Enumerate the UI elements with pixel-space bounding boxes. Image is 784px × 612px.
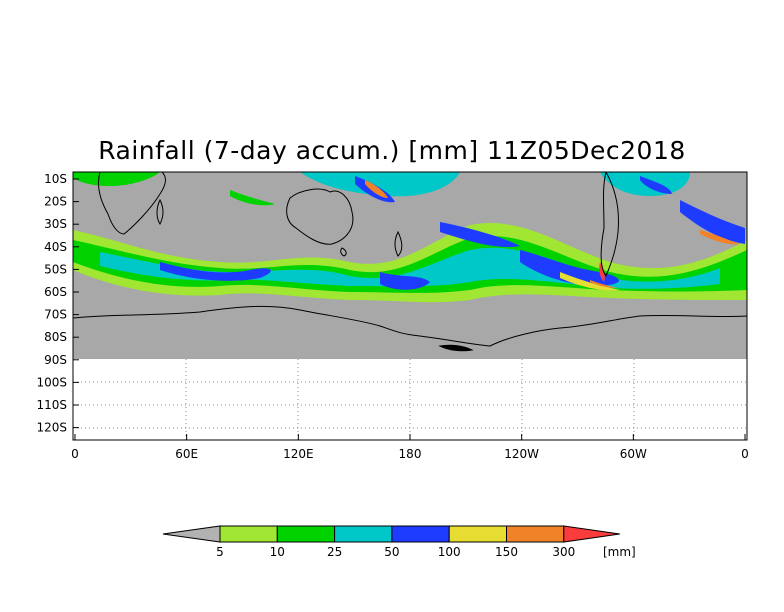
lat-label: 120S xyxy=(36,421,67,435)
lat-label: 10S xyxy=(44,172,67,186)
rainfall-shading xyxy=(73,172,747,303)
colorbar-level-label: 100 xyxy=(438,545,461,559)
colorbar-level-label: 10 xyxy=(270,545,285,559)
lat-label: 70S xyxy=(44,308,67,322)
colorbar-swatch xyxy=(219,525,278,543)
lat-label: 30S xyxy=(44,217,67,231)
lon-label: 60W xyxy=(620,447,647,461)
lon-label: 60E xyxy=(175,447,198,461)
colorbar-level-label: 50 xyxy=(384,545,399,559)
coastlines xyxy=(72,171,748,352)
lat-label: 60S xyxy=(44,285,67,299)
colorbar-swatch xyxy=(506,525,565,543)
colorbar-unit: [mm] xyxy=(603,545,636,559)
lat-label: 20S xyxy=(44,195,67,209)
map-title: Rainfall (7-day accum.) [mm] 11Z05Dec201… xyxy=(98,136,686,165)
lon-label: 120E xyxy=(283,447,314,461)
lat-label: 100S xyxy=(36,375,67,389)
colorbar-level-label: 150 xyxy=(495,545,518,559)
lat-label: 50S xyxy=(44,262,67,276)
colorbar-swatch xyxy=(276,525,336,543)
lat-label: 110S xyxy=(36,398,67,412)
colorbar: 5 10 25 50 100 150 300 xyxy=(162,525,620,559)
colorbar-low-arrow xyxy=(162,525,221,543)
colorbar-swatch xyxy=(448,525,508,543)
latitude-axis: 10S 20S 30S 40S 50S 60S 70S 80S 90S 100S 110S 120S xyxy=(36,172,79,435)
lon-label: 0 xyxy=(741,447,749,461)
longitude-axis: 0 60E 120E 180 120W 60W 0 xyxy=(71,434,749,461)
colorbar-level-label: 300 xyxy=(552,545,575,559)
colorbar-swatch xyxy=(334,525,393,543)
lat-label: 80S xyxy=(44,330,67,344)
lon-label: 0 xyxy=(71,447,79,461)
lat-label: 40S xyxy=(44,240,67,254)
grid-lines xyxy=(73,359,747,440)
lon-label: 120W xyxy=(504,447,539,461)
colorbar-level-label: 25 xyxy=(327,545,342,559)
colorbar-high-arrow xyxy=(563,525,620,543)
lat-label: 90S xyxy=(44,353,67,367)
colorbar-level-label: 5 xyxy=(216,545,224,559)
colorbar-swatch xyxy=(391,525,450,543)
lon-label: 180 xyxy=(399,447,422,461)
